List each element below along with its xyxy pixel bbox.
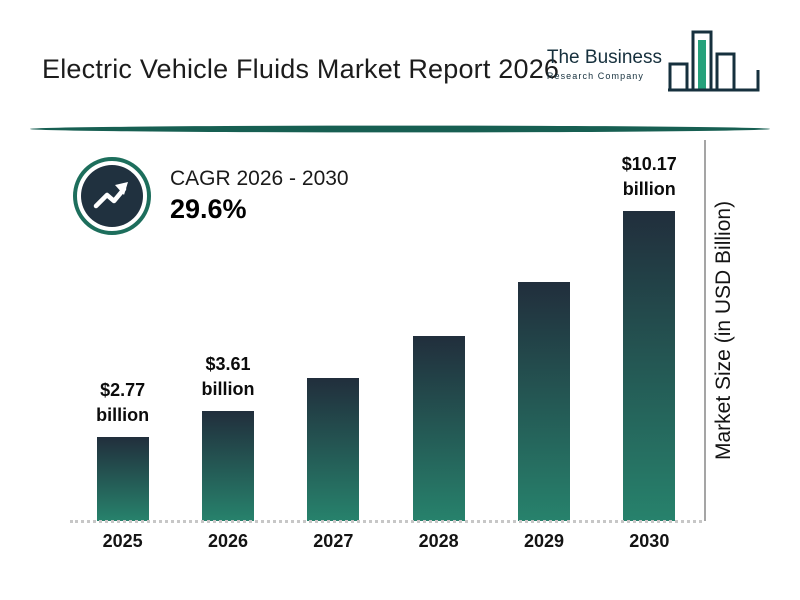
bar-slot-2029 (491, 282, 596, 521)
bars-row: $2.77 billion $3.61 billion $10.17 billion (70, 138, 702, 521)
logo-text: The Business Research Company (546, 47, 662, 81)
x-axis-label-2026: 2026 (207, 531, 249, 551)
logo-text-line2: Research Company (546, 70, 645, 81)
x-axis-label-2025: 2025 (102, 531, 143, 551)
y-axis-label: Market Size (in USD Billion) (712, 200, 735, 461)
bar-slot-2027 (281, 378, 386, 521)
bar-value-label-2030: $10.17 billion (621, 153, 677, 199)
growth-arrow-icon (73, 157, 151, 235)
bar-2026 (201, 411, 254, 521)
cagr-value: 29.6% (170, 194, 247, 224)
bar-slot-2026: $3.61 billion (175, 352, 280, 521)
y-axis-line (704, 140, 706, 521)
cagr-text: CAGR 2026 - 2030 29.6% (170, 167, 349, 225)
x-axis-label-2030: 2030 (629, 531, 670, 551)
page-title: Electric Vehicle Fluids Market Report 20… (42, 54, 560, 85)
bar-2030 (623, 211, 676, 521)
company-logo: The Business Research Company (547, 24, 762, 106)
bar-2025 (96, 437, 149, 521)
bar-2027 (307, 378, 360, 521)
divider-line (28, 121, 772, 133)
x-axis-label-2027: 2027 (313, 531, 354, 551)
logo-bar-chart-icon (668, 30, 760, 92)
logo-text-line1: The Business (546, 47, 662, 68)
bar-chart: $2.77 billion $3.61 billion $10.17 billion (70, 138, 702, 523)
chart-baseline (70, 520, 702, 523)
x-axis-label-2029: 2029 (523, 531, 564, 551)
cagr-label: CAGR 2026 - 2030 (170, 167, 349, 190)
x-axis-label-2028: 2028 (418, 531, 459, 551)
bar-value-label-2026: $3.61 billion (201, 353, 255, 399)
bar-2028 (412, 336, 465, 521)
bar-slot-2030: $10.17 billion (597, 152, 702, 521)
bar-slot-2025: $2.77 billion (70, 378, 175, 521)
bar-2029 (517, 282, 570, 521)
cagr-badge: CAGR 2026 - 2030 29.6% (72, 156, 349, 236)
bar-slot-2028 (386, 336, 491, 521)
bar-value-label-2025: $2.77 billion (96, 379, 150, 425)
x-axis-labels: 2025 2026 2027 2028 2029 2030 (70, 531, 702, 552)
